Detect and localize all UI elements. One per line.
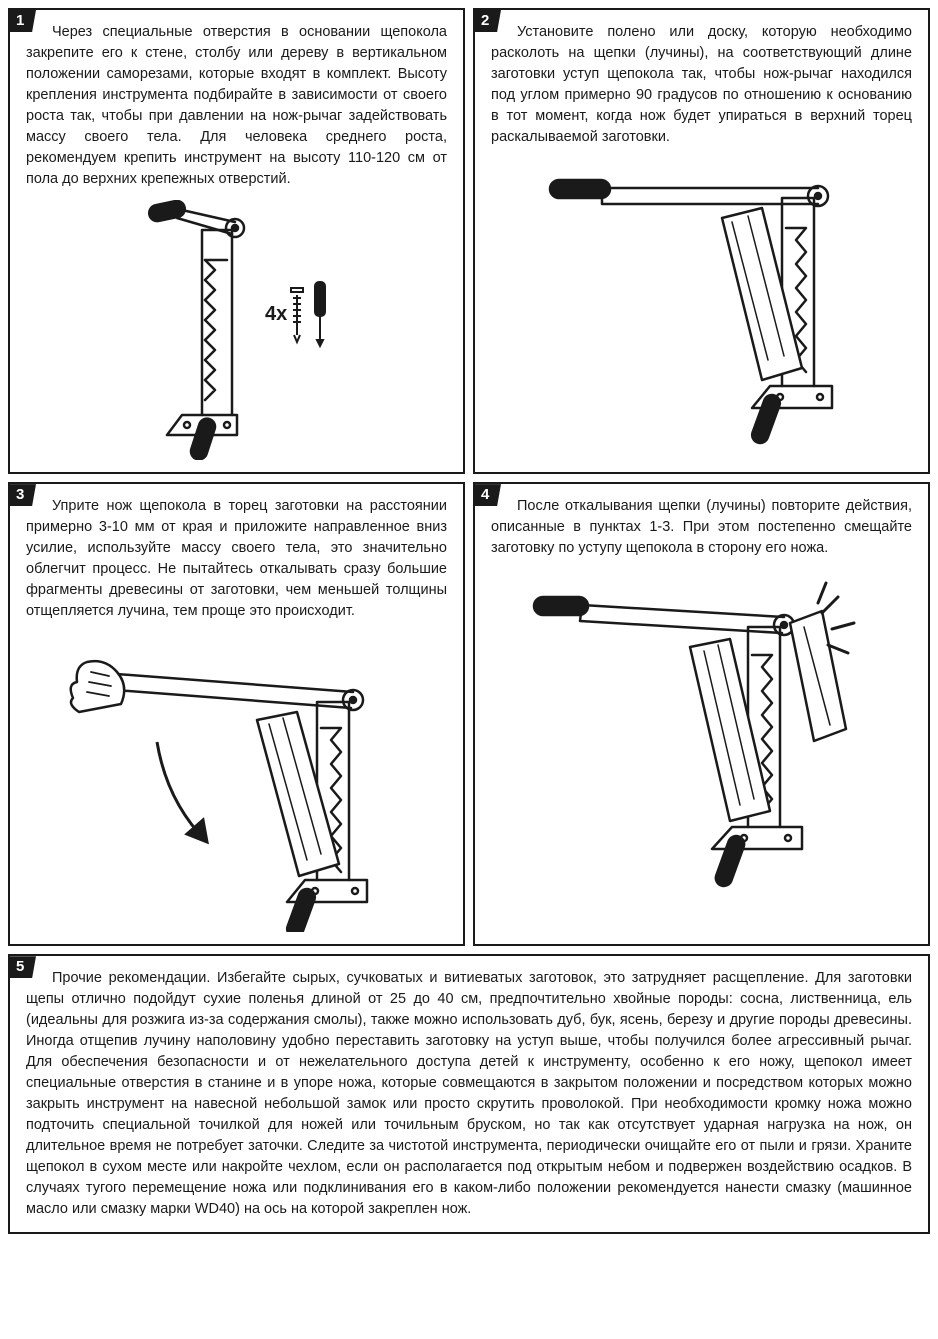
- step-text: Установите полено или доску, которую нео…: [491, 22, 912, 148]
- step3-illustration: [26, 632, 447, 932]
- step-number: 2: [475, 10, 501, 32]
- splitter-vertical-icon: 4x: [87, 200, 387, 460]
- hand-press-icon: [47, 632, 427, 932]
- step2-illustration: [491, 158, 912, 448]
- step-number: 5: [10, 956, 36, 978]
- screw-count-label: 4x: [265, 303, 287, 325]
- step-panel-2: 2 Установите полено или доску, которую н…: [473, 8, 930, 474]
- step1-illustration: 4x: [26, 200, 447, 460]
- step-number: 4: [475, 484, 501, 506]
- step-text: Через специальные отверстия в основании …: [26, 22, 447, 190]
- splitter-with-log-icon: [522, 158, 882, 448]
- step-text: После откалывания щепки (лучины) повтори…: [491, 496, 912, 559]
- instruction-grid: 1 Через специальные отверстия в основани…: [8, 8, 930, 1234]
- step-panel-5: 5 Прочие рекомендации. Избегайте сырых, …: [8, 954, 930, 1234]
- step-text: Прочие рекомендации. Избегайте сырых, су…: [26, 968, 912, 1220]
- step-panel-1: 1 Через специальные отверстия в основани…: [8, 8, 465, 474]
- split-impact-icon: [522, 569, 882, 889]
- step-panel-3: 3 Уприте нож щепокола в торец заготовки …: [8, 482, 465, 946]
- step-text: Уприте нож щепокола в торец заготовки на…: [26, 496, 447, 622]
- step-panel-4: 4 После откалывания щепки (лучины) повто…: [473, 482, 930, 946]
- step-number: 3: [10, 484, 36, 506]
- step-number: 1: [10, 10, 36, 32]
- step4-illustration: [491, 569, 912, 889]
